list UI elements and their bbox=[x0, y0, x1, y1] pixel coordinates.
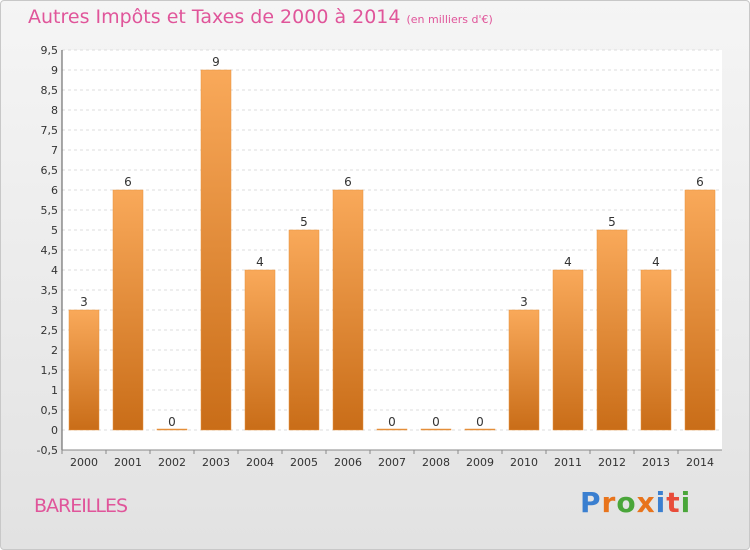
x-tick-label: 2002 bbox=[158, 456, 186, 469]
bar-2005 bbox=[288, 229, 320, 431]
y-tick-label: 6 bbox=[51, 184, 58, 197]
logo-letter: x bbox=[636, 486, 656, 519]
x-tick-label: 2009 bbox=[466, 456, 494, 469]
y-tick-label: 9 bbox=[51, 64, 58, 77]
x-tick-label: 2008 bbox=[422, 456, 450, 469]
bars: 3 6 0 9 4 5 6 0 0 0 3 4 5 4 6 bbox=[68, 55, 716, 431]
x-tick-label: 2012 bbox=[598, 456, 626, 469]
logo-letter: P bbox=[580, 486, 602, 519]
y-tick-label: 8 bbox=[51, 104, 58, 117]
bar-value-label: 4 bbox=[652, 255, 660, 269]
y-tick-label: 0 bbox=[51, 424, 58, 437]
logo-letter: o bbox=[616, 486, 637, 519]
y-tick-label: 1,5 bbox=[41, 364, 59, 377]
bar-2006 bbox=[332, 189, 364, 431]
chart-title-text: Autres Impôts et Taxes de 2000 à 2014 bbox=[28, 6, 401, 28]
bar-value-label: 0 bbox=[388, 415, 396, 429]
bar-value-label: 5 bbox=[608, 215, 616, 229]
y-tick-label: 9,5 bbox=[41, 44, 59, 57]
logo-letter: r bbox=[601, 486, 617, 519]
logo-letter: t bbox=[666, 486, 681, 519]
y-axis: -0,5 0 0,5 1 1,5 2 2,5 3 3,5 4 4,5 5 5,5 6 6,5 7 7,5 8 8,5… bbox=[37, 44, 722, 457]
y-tick-label: 3,5 bbox=[41, 284, 59, 297]
x-tick-label: 2010 bbox=[510, 456, 538, 469]
bar-value-label: 6 bbox=[696, 175, 704, 189]
bar-value-label: 6 bbox=[124, 175, 132, 189]
y-tick-label: 0,5 bbox=[41, 404, 59, 417]
proxiti-logo: Proxiti bbox=[580, 486, 691, 519]
bar-2004 bbox=[244, 269, 276, 431]
bar-2014 bbox=[684, 189, 716, 431]
chart-title-unit: (en milliers d'€) bbox=[406, 13, 493, 26]
place-name: BAREILLES bbox=[34, 495, 128, 517]
x-axis: 2000 2001 2002 2003 2004 2005 2006 2007 2008 2009… bbox=[61, 450, 714, 469]
logo-letter: i bbox=[680, 486, 692, 519]
bar-2007 bbox=[376, 428, 408, 431]
bar-2001 bbox=[112, 189, 144, 431]
bar-2009 bbox=[464, 428, 496, 431]
bar-value-label: 9 bbox=[212, 55, 220, 69]
bar-2013 bbox=[640, 269, 672, 431]
bar-value-label: 3 bbox=[520, 295, 528, 309]
bar-value-label: 4 bbox=[256, 255, 264, 269]
x-tick-label: 2001 bbox=[114, 456, 142, 469]
y-tick-label: 5 bbox=[51, 224, 58, 237]
bar-2002 bbox=[156, 428, 188, 431]
bar-value-label: 0 bbox=[476, 415, 484, 429]
bar-value-label: 0 bbox=[168, 415, 176, 429]
y-tick-label: 5,5 bbox=[41, 204, 59, 217]
bar-2011 bbox=[552, 269, 584, 431]
bar-value-label: 0 bbox=[432, 415, 440, 429]
y-tick-label: -0,5 bbox=[37, 444, 58, 457]
y-tick-label: 1 bbox=[51, 384, 58, 397]
bar-value-label: 4 bbox=[564, 255, 572, 269]
x-tick-label: 2013 bbox=[642, 456, 670, 469]
bar-value-label: 5 bbox=[300, 215, 308, 229]
y-tick-label: 3 bbox=[51, 304, 58, 317]
x-tick-label: 2014 bbox=[686, 456, 714, 469]
y-tick-label: 8,5 bbox=[41, 84, 59, 97]
x-tick-label: 2005 bbox=[290, 456, 318, 469]
bar-value-label: 3 bbox=[80, 295, 88, 309]
chart-title: Autres Impôts et Taxes de 2000 à 2014 (en… bbox=[28, 6, 493, 28]
x-tick-label: 2006 bbox=[334, 456, 362, 469]
x-tick-label: 2011 bbox=[554, 456, 582, 469]
y-tick-label: 6,5 bbox=[41, 164, 59, 177]
x-tick-label: 2004 bbox=[246, 456, 274, 469]
x-tick-label: 2007 bbox=[378, 456, 406, 469]
y-tick-label: 4 bbox=[51, 264, 58, 277]
y-tick-label: 7 bbox=[51, 144, 58, 157]
bar-2003 bbox=[200, 69, 232, 431]
bar-2000 bbox=[68, 309, 100, 431]
x-tick-label: 2000 bbox=[70, 456, 98, 469]
y-tick-label: 2,5 bbox=[41, 324, 59, 337]
logo-letter: i bbox=[655, 486, 667, 519]
y-tick-label: 2 bbox=[51, 344, 58, 357]
bar-2010 bbox=[508, 309, 540, 431]
y-tick-label: 7,5 bbox=[41, 124, 59, 137]
bar-value-label: 6 bbox=[344, 175, 352, 189]
bar-2012 bbox=[596, 229, 628, 431]
x-tick-label: 2003 bbox=[202, 456, 230, 469]
y-tick-label: 4,5 bbox=[41, 244, 59, 257]
bar-2008 bbox=[420, 428, 452, 431]
